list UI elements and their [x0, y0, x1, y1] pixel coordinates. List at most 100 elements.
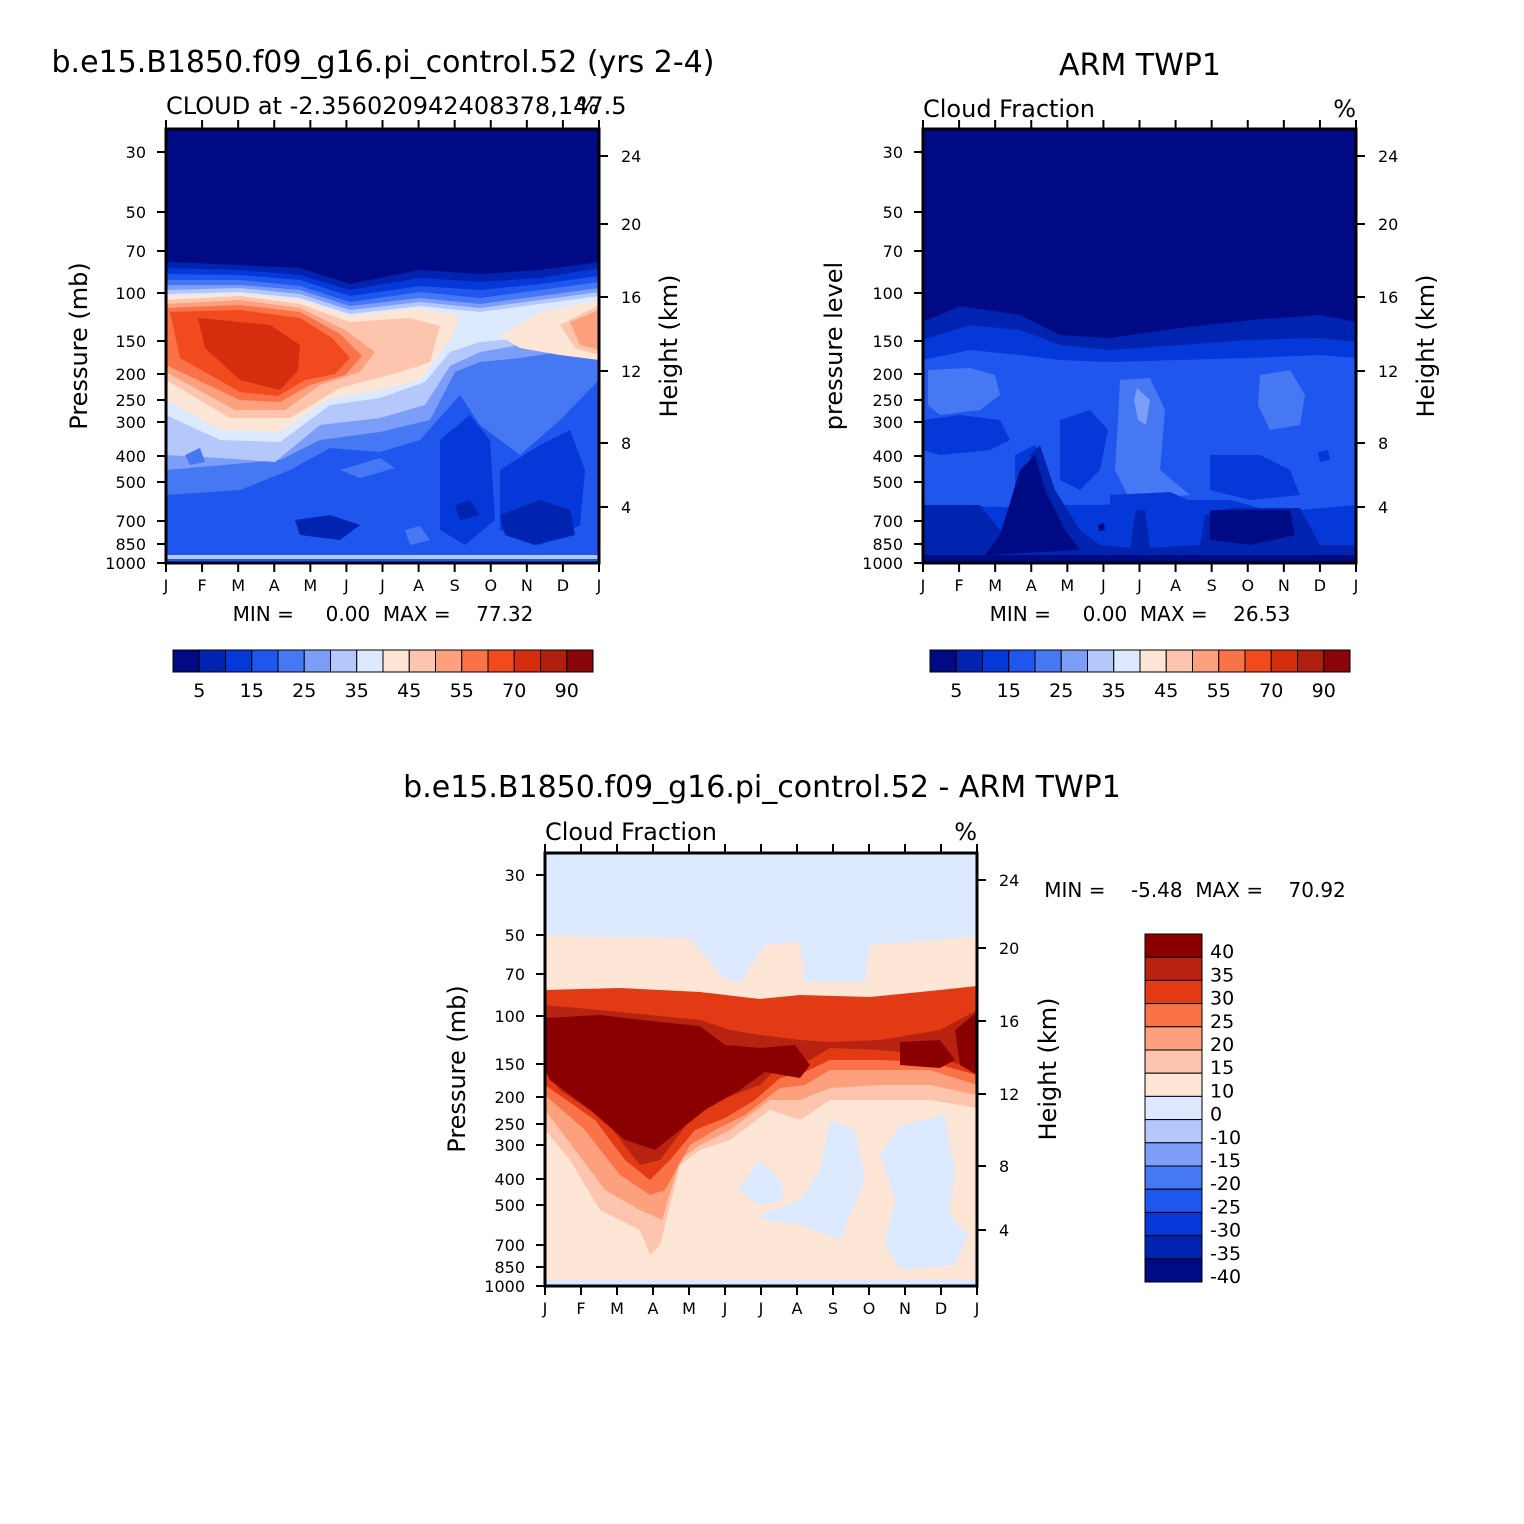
colorbar-swatch	[1144, 1258, 1203, 1283]
diff-contour-plot	[545, 853, 977, 1286]
y-tick-label: 250	[494, 1115, 525, 1134]
colorbar-swatch	[513, 649, 541, 673]
y-tick-label: 70	[505, 965, 525, 984]
x-tick-label: D	[1314, 576, 1326, 595]
obs-blob-3	[1210, 455, 1300, 500]
colorbar-label: 25	[1210, 1011, 1234, 1033]
colorbar-label: 35	[345, 680, 369, 702]
obs-y-axis-label: pressure level	[820, 262, 848, 430]
x-tick-label: J	[163, 576, 169, 595]
x-tick-label: A	[1170, 576, 1181, 595]
x-tick-label: J	[920, 576, 926, 595]
y-tick-label: 850	[494, 1258, 525, 1277]
colorbar-label: 70	[1259, 680, 1283, 702]
y2-tick-label: 4	[1378, 498, 1388, 517]
colorbar-swatch	[487, 649, 515, 673]
colorbar-swatch	[172, 649, 200, 673]
colorbar-swatch	[408, 649, 436, 673]
x-tick-label: O	[863, 1299, 876, 1318]
colorbar-label: 40	[1210, 941, 1234, 963]
y-tick-label: 100	[872, 284, 903, 303]
colorbar-label: -15	[1210, 1150, 1241, 1172]
colorbar-swatch	[1270, 649, 1298, 673]
x-tick-label: N	[1278, 576, 1290, 595]
obs-fill-level-5	[928, 368, 1000, 415]
x-tick-label: M	[610, 1299, 624, 1318]
y-tick-label: 700	[115, 512, 146, 531]
y-tick-label: 700	[494, 1236, 525, 1255]
model-blob-1	[440, 415, 495, 545]
y2-tick-label: 8	[999, 1157, 1009, 1176]
y2-tick-label: 12	[999, 1085, 1019, 1104]
colorbar-label: 30	[1210, 988, 1234, 1010]
y-tick-label: 150	[872, 332, 903, 351]
y-tick-label: 500	[494, 1196, 525, 1215]
x-tick-label: S	[1207, 576, 1217, 595]
y2-tick-label: 20	[621, 215, 641, 234]
model-blob-light-1	[410, 338, 420, 368]
model-left-subtitle: CLOUD at -2.356020942408378,147.5	[166, 92, 627, 120]
y-tick-label: 850	[115, 535, 146, 554]
x-tick-label: M	[1060, 576, 1074, 595]
y-tick-label: 30	[883, 143, 903, 162]
colorbar-swatch	[1144, 1165, 1203, 1190]
colorbar-label: 55	[450, 680, 474, 702]
x-tick-label: J	[1353, 576, 1359, 595]
colorbar-swatch	[461, 649, 489, 673]
colorbar-swatch	[1244, 649, 1272, 673]
y-tick-label: 200	[115, 365, 146, 384]
colorbar-swatch	[225, 649, 253, 673]
colorbar-swatch	[1139, 649, 1167, 673]
colorbar-label: 25	[1049, 680, 1073, 702]
y-tick-label: 50	[126, 203, 146, 222]
colorbar-swatch	[1144, 1211, 1203, 1237]
model-y-axis-label: Pressure (mb)	[65, 262, 93, 429]
y-tick-label: 300	[494, 1136, 525, 1155]
y-tick-label: 150	[115, 332, 146, 351]
obs-y2-axis-label: Height (km)	[1412, 275, 1440, 418]
colorbar-swatch	[1144, 1095, 1203, 1121]
obs-blob-5	[1318, 450, 1330, 462]
model-fill-level-14	[198, 318, 300, 390]
x-tick-label: J	[596, 576, 602, 595]
obs-right-subtitle: %	[1333, 95, 1356, 123]
colorbar-swatch	[1087, 649, 1115, 673]
obs-colorbar: 5 15 25 35 45 55 70 90	[929, 649, 1351, 702]
colorbar-swatch	[540, 649, 568, 673]
y-tick-label: 400	[872, 447, 903, 466]
x-tick-label: J	[758, 1299, 764, 1318]
diff-blob-neg-3	[880, 1115, 968, 1270]
diff-blob-pos-8	[900, 1040, 955, 1068]
x-tick-label: A	[269, 576, 280, 595]
colorbar-swatch	[929, 649, 957, 673]
model-axes: J F M A M J J A S O N D J 30 50 70 100 150 200 250 300 400 500…	[105, 120, 641, 595]
colorbar-swatch	[303, 649, 331, 673]
diff-axes: J F M A M J J A S O N D J 30 50 70 100 150 200 250 300 400 500…	[484, 844, 1019, 1318]
model-main-title: b.e15.B1850.f09_g16.pi_control.52 (yrs 2…	[52, 45, 715, 80]
x-tick-label: J	[343, 576, 349, 595]
colorbar-label: 15	[240, 680, 264, 702]
colorbar-label: -40	[1210, 1266, 1241, 1288]
x-tick-label: N	[899, 1299, 911, 1318]
colorbar-swatch	[1218, 649, 1246, 673]
colorbar-label: 20	[1210, 1034, 1234, 1056]
y-tick-label: 100	[494, 1007, 525, 1026]
x-tick-label: F	[576, 1299, 585, 1318]
diff-blob-pos-9	[955, 1012, 977, 1075]
y-tick-label: 1000	[484, 1277, 525, 1296]
colorbar-label: 15	[1210, 1057, 1234, 1079]
x-tick-label: J	[379, 576, 385, 595]
colorbar-swatch	[566, 649, 594, 673]
y2-tick-label: 12	[621, 362, 641, 381]
obs-blob-2	[1060, 410, 1108, 490]
colorbar-swatch	[1144, 1235, 1203, 1260]
model-stats: MIN = 0.00 MAX = 77.32	[233, 602, 534, 626]
obs-blob-9	[985, 455, 1080, 555]
x-tick-label: S	[828, 1299, 838, 1318]
colorbar-label: 5	[193, 680, 205, 702]
y-tick-label: 30	[505, 866, 525, 885]
x-tick-label: J	[1100, 576, 1106, 595]
y2-tick-label: 8	[621, 434, 631, 453]
x-tick-label: A	[413, 576, 424, 595]
colorbar-swatch	[251, 649, 279, 673]
